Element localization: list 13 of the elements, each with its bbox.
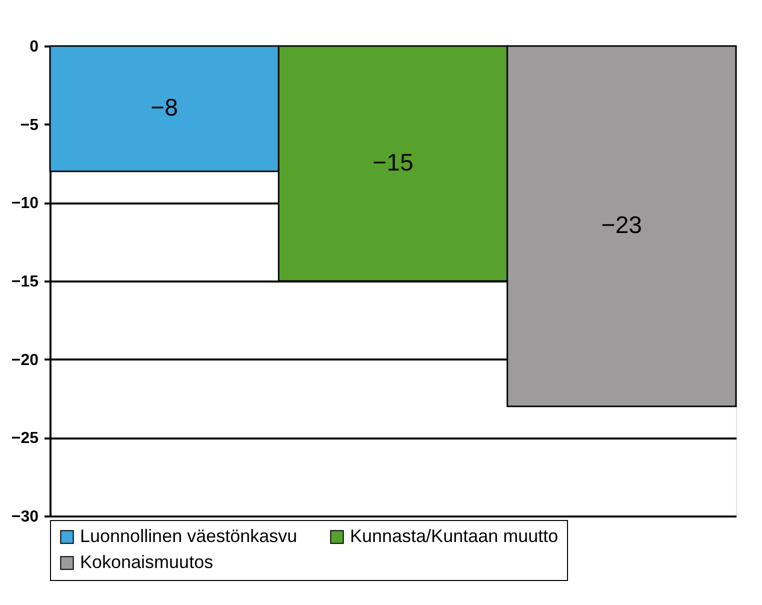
y-tick-label: −5 [20,116,39,134]
legend-label: Kokonaismuutos [80,552,214,572]
y-tick-label: −25 [11,430,39,448]
data-label: −23 [601,212,642,240]
y-tick-label: −15 [11,274,39,290]
legend-label: Luonnollinen väestönkasvu [80,526,298,546]
data-label: −8 [150,94,178,122]
legend-label: Kunnasta/Kuntaan muutto [350,526,558,546]
y-tick-label: −30 [11,508,39,526]
y-tick-label: 0 [30,38,39,56]
y-tick-label: −10 [11,195,39,212]
y-tick-label: −20 [11,352,39,369]
data-label: −15 [372,150,414,176]
